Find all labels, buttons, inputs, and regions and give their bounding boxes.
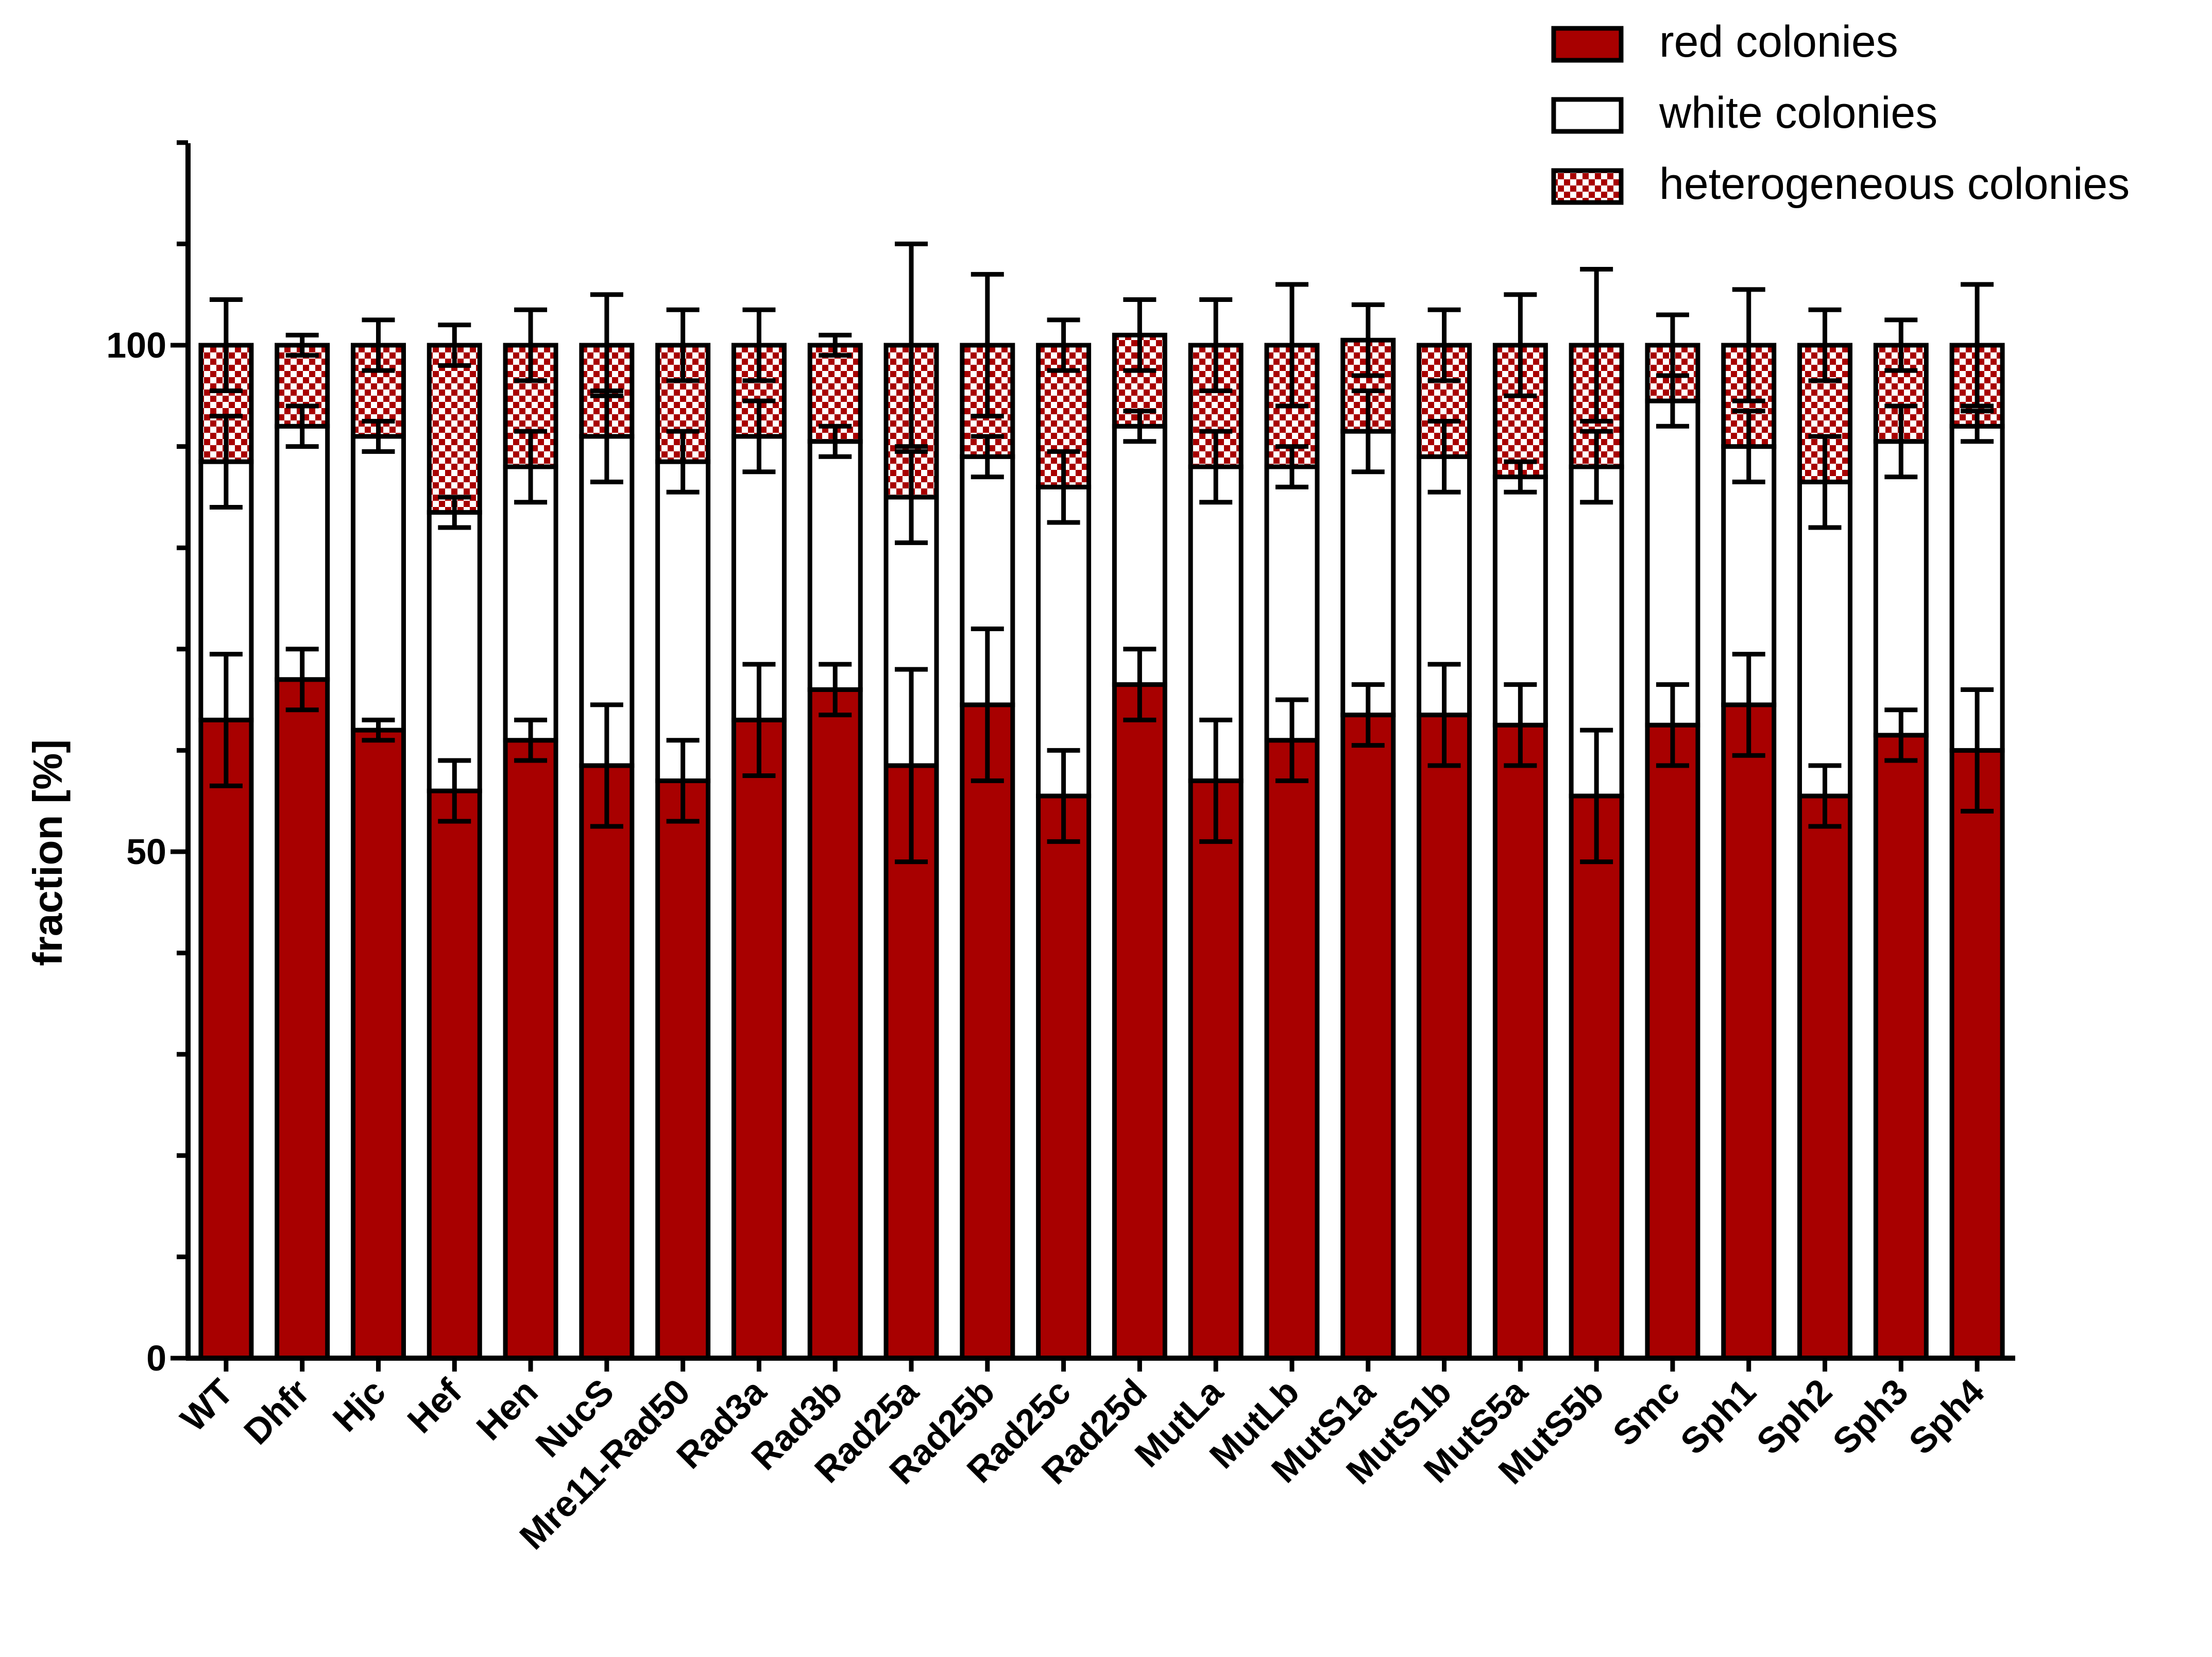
bar-segment <box>1569 793 1624 1361</box>
y-tick-labels: 0 50 100 <box>106 325 166 1378</box>
bar-segment <box>731 717 787 1361</box>
legend-swatch <box>1551 168 1624 205</box>
bar-segment <box>1645 398 1700 728</box>
bar-segment <box>427 343 482 515</box>
bar-segment <box>1036 484 1092 799</box>
bar-segment <box>655 459 711 783</box>
bar-segment <box>960 702 1015 1361</box>
x-tick-label: Sph2 <box>1749 1371 1840 1462</box>
x-tick-label: Smc <box>1605 1371 1688 1453</box>
bar-segment <box>1188 778 1244 1361</box>
x-tick-label: Sph4 <box>1901 1371 1992 1462</box>
legend-swatch <box>1551 97 1624 134</box>
x-tick-label: Dhfr <box>236 1371 317 1452</box>
y-tick-label: 0 <box>146 1338 166 1378</box>
bar-segment <box>275 677 330 1361</box>
bar-segment <box>350 728 406 1361</box>
bar-segment <box>1264 738 1320 1361</box>
bar-segment <box>1492 722 1548 1361</box>
bar-segment <box>1873 733 1929 1361</box>
bar-segment <box>503 464 558 743</box>
error-bars-layer <box>209 241 1994 865</box>
x-tick-label: Sph3 <box>1825 1371 1916 1462</box>
y-axis-title: fraction [%] <box>25 739 71 966</box>
bar-segment <box>427 510 482 793</box>
x-tick-label: Hjc <box>325 1371 393 1439</box>
axes <box>171 140 2015 1372</box>
bar-segment <box>198 717 254 1361</box>
bar-segment <box>1645 722 1700 1361</box>
bar-segment <box>1112 682 1167 1361</box>
legend-label: white colonies <box>1659 88 1937 138</box>
bar-segment <box>807 439 863 692</box>
legend-swatch <box>1551 26 1624 63</box>
bar-segment <box>350 434 406 733</box>
bars-layer <box>198 332 2005 1361</box>
bar-segment <box>1036 793 1092 1361</box>
bar-segment <box>579 763 635 1361</box>
bar-segment <box>1721 702 1777 1361</box>
bar-segment <box>275 424 330 682</box>
legend-label: heterogeneous colonies <box>1659 159 2130 209</box>
bar-segment <box>427 788 482 1361</box>
bar-segment <box>1417 713 1472 1361</box>
bar-segment <box>1112 424 1167 687</box>
bar-segment <box>655 778 711 1361</box>
x-tick-label: Sph1 <box>1673 1371 1763 1462</box>
x-tick-label: WT <box>173 1371 241 1439</box>
bar-segment <box>807 687 863 1361</box>
y-tick-label: 50 <box>126 832 166 872</box>
legend-label: red colonies <box>1659 17 1898 66</box>
bar-segment <box>503 738 558 1361</box>
legend: red colonies white colonies heterogeneous … <box>1551 17 2130 209</box>
bar-segment <box>1873 439 1929 738</box>
bar-segment <box>1340 713 1396 1361</box>
y-tick-label: 100 <box>106 325 166 365</box>
bar-segment <box>1797 793 1853 1361</box>
bar-segment <box>1340 429 1396 718</box>
bar-segment <box>1949 748 2005 1361</box>
x-tick-label: Hef <box>400 1371 469 1441</box>
